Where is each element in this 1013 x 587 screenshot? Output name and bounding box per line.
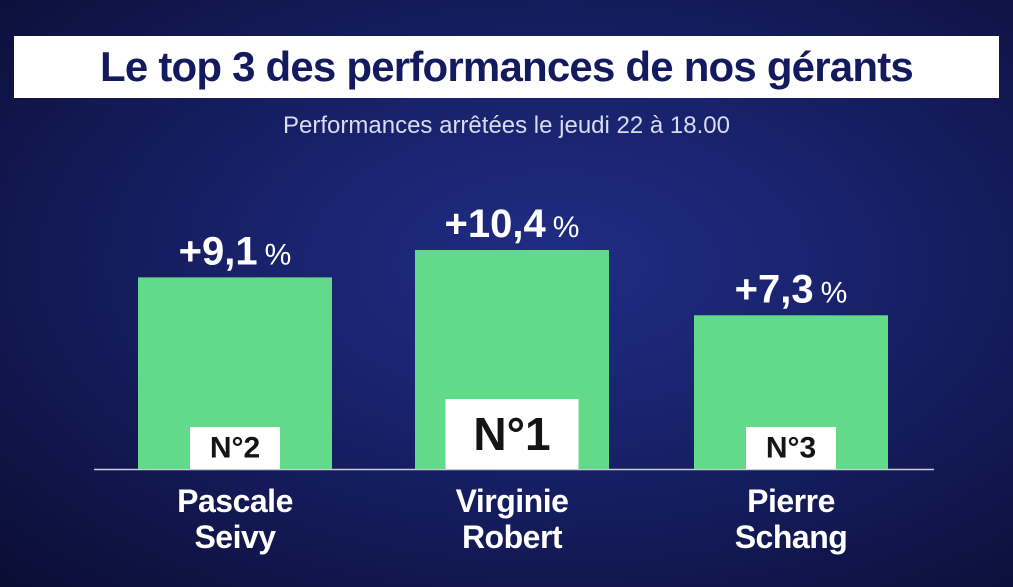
value-unit: % (553, 211, 580, 244)
value-number: +9,1 (179, 229, 258, 273)
bars-group: +9,1 % N°2 Pascale Seivy +10,4 % N°1 Virginie Rob… (138, 202, 888, 555)
rank-label-3: N°3 (766, 432, 816, 465)
value-unit: % (821, 276, 848, 309)
first-name: Virginie (456, 483, 569, 519)
category-label-2: Virginie Robert (456, 483, 569, 555)
category-label-1: Pascale Seivy (177, 483, 293, 555)
last-name: Robert (462, 519, 563, 555)
value-number: +10,4 (445, 202, 547, 246)
rank-badge-3 (746, 427, 836, 469)
rank-label-2: N°1 (473, 408, 550, 460)
page-subtitle: Performances arrêtées le jeudi 22 à 18.0… (283, 112, 730, 139)
rank-badge-1 (190, 427, 280, 469)
title-band: Le top 3 des performances de nos gérants (14, 36, 999, 98)
category-label-3: Pierre Schang (735, 483, 848, 555)
page-title: Le top 3 des performances de nos gérants (100, 43, 914, 90)
value-number: +7,3 (735, 267, 814, 311)
first-name: Pierre (747, 483, 835, 519)
last-name: Seivy (194, 519, 276, 555)
rank-badge-2 (445, 399, 579, 469)
first-name: Pascale (177, 483, 293, 519)
value-unit: % (265, 238, 292, 271)
value-label-3: +7,3% (735, 267, 848, 311)
value-label-1: +9,1% (179, 229, 292, 273)
value-label-2: +10,4% (445, 202, 580, 246)
rank-label-1: N°2 (210, 432, 260, 465)
last-name: Schang (735, 519, 848, 555)
